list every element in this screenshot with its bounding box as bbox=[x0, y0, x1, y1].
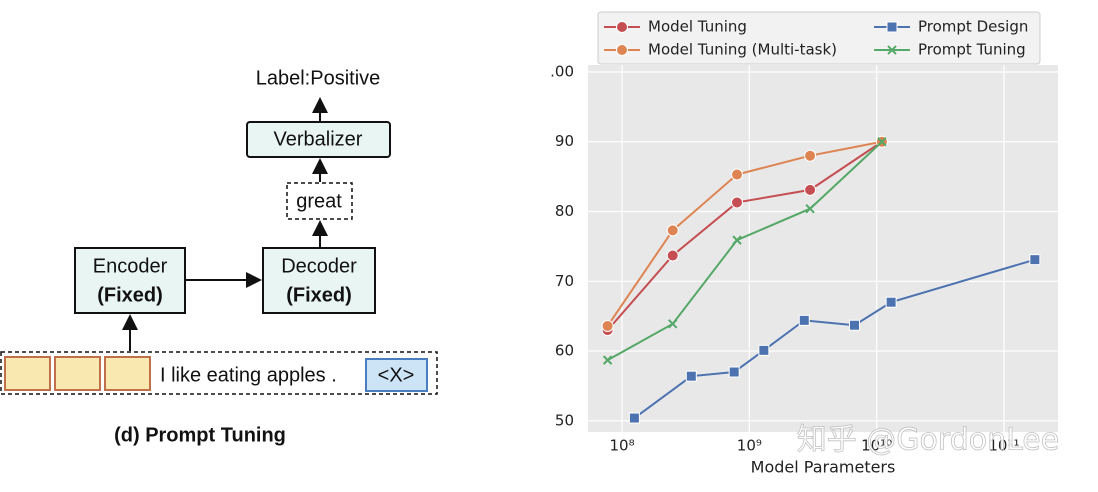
encoder-note: (Fixed) bbox=[97, 284, 163, 306]
plot-area bbox=[588, 65, 1058, 432]
diagram: Label:Positive Verbalizer great Encoder … bbox=[0, 67, 438, 446]
marker bbox=[805, 204, 815, 214]
verbalizer-box bbox=[246, 121, 391, 158]
input-box bbox=[0, 351, 438, 395]
y-tick-label: .00 bbox=[550, 62, 574, 80]
legend-label: Prompt Tuning bbox=[918, 41, 1026, 59]
marker bbox=[804, 183, 817, 196]
input-text: I like eating apples . bbox=[160, 364, 337, 386]
watermark: 知乎 @GordonLee bbox=[797, 423, 1059, 458]
marker bbox=[685, 370, 697, 382]
legend-label: Model Tuning (Multi-task) bbox=[648, 41, 837, 59]
decoder-note: (Fixed) bbox=[286, 284, 352, 306]
caption: (d) Prompt Tuning bbox=[114, 424, 286, 446]
legend-label: Model Tuning bbox=[648, 18, 747, 36]
marker bbox=[877, 137, 887, 147]
legend-label: Prompt Design bbox=[918, 18, 1028, 36]
token-box bbox=[286, 182, 353, 220]
token-label: great bbox=[296, 190, 342, 212]
marker bbox=[728, 366, 740, 378]
output-label: Label:Positive bbox=[256, 67, 381, 89]
y-tick-label: 50 bbox=[555, 411, 574, 429]
legend-box bbox=[597, 11, 1041, 65]
marker bbox=[616, 44, 628, 56]
y-tick-label: 70 bbox=[555, 272, 574, 290]
marker bbox=[601, 319, 614, 332]
prompt-token bbox=[54, 356, 101, 391]
decoder-label: Decoder bbox=[281, 255, 357, 277]
decoder-box bbox=[262, 247, 376, 314]
marker bbox=[804, 149, 817, 162]
prompt-token bbox=[104, 356, 151, 391]
marker bbox=[848, 319, 860, 331]
marker bbox=[666, 224, 679, 237]
verbalizer-label: Verbalizer bbox=[274, 128, 363, 150]
marker bbox=[732, 235, 742, 245]
y-tick-label: 60 bbox=[555, 342, 574, 360]
prompt-token bbox=[4, 356, 51, 391]
marker bbox=[666, 249, 679, 262]
marker bbox=[887, 45, 897, 55]
mask-label: <X> bbox=[378, 364, 415, 386]
mask-box bbox=[365, 358, 428, 392]
y-tick-label: 90 bbox=[555, 132, 574, 150]
marker bbox=[1029, 254, 1041, 266]
x-tick-label: 10¹¹ bbox=[988, 437, 1019, 455]
marker bbox=[602, 355, 613, 365]
chart: 50 60 70 80 90 .00 10⁸ 10⁹ 10¹⁰ 10¹¹ Model Paramet… bbox=[550, 11, 1060, 477]
marker bbox=[668, 319, 678, 329]
marker bbox=[616, 21, 628, 33]
y-tick-label: 80 bbox=[555, 202, 574, 220]
x-tick-label: 10⁹ bbox=[737, 437, 762, 455]
series-line bbox=[633, 258, 1036, 419]
marker bbox=[731, 196, 744, 209]
x-tick-label: 10⁸ bbox=[610, 437, 635, 455]
x-tick-label: 10¹⁰ bbox=[861, 437, 892, 455]
marker bbox=[731, 168, 744, 181]
encoder-box bbox=[74, 247, 186, 314]
marker bbox=[886, 21, 898, 33]
encoder-label: Encoder bbox=[93, 255, 168, 277]
marker bbox=[628, 412, 640, 424]
marker bbox=[758, 344, 770, 356]
marker bbox=[885, 296, 897, 308]
marker bbox=[798, 314, 810, 326]
x-axis-label: Model Parameters bbox=[751, 458, 896, 477]
